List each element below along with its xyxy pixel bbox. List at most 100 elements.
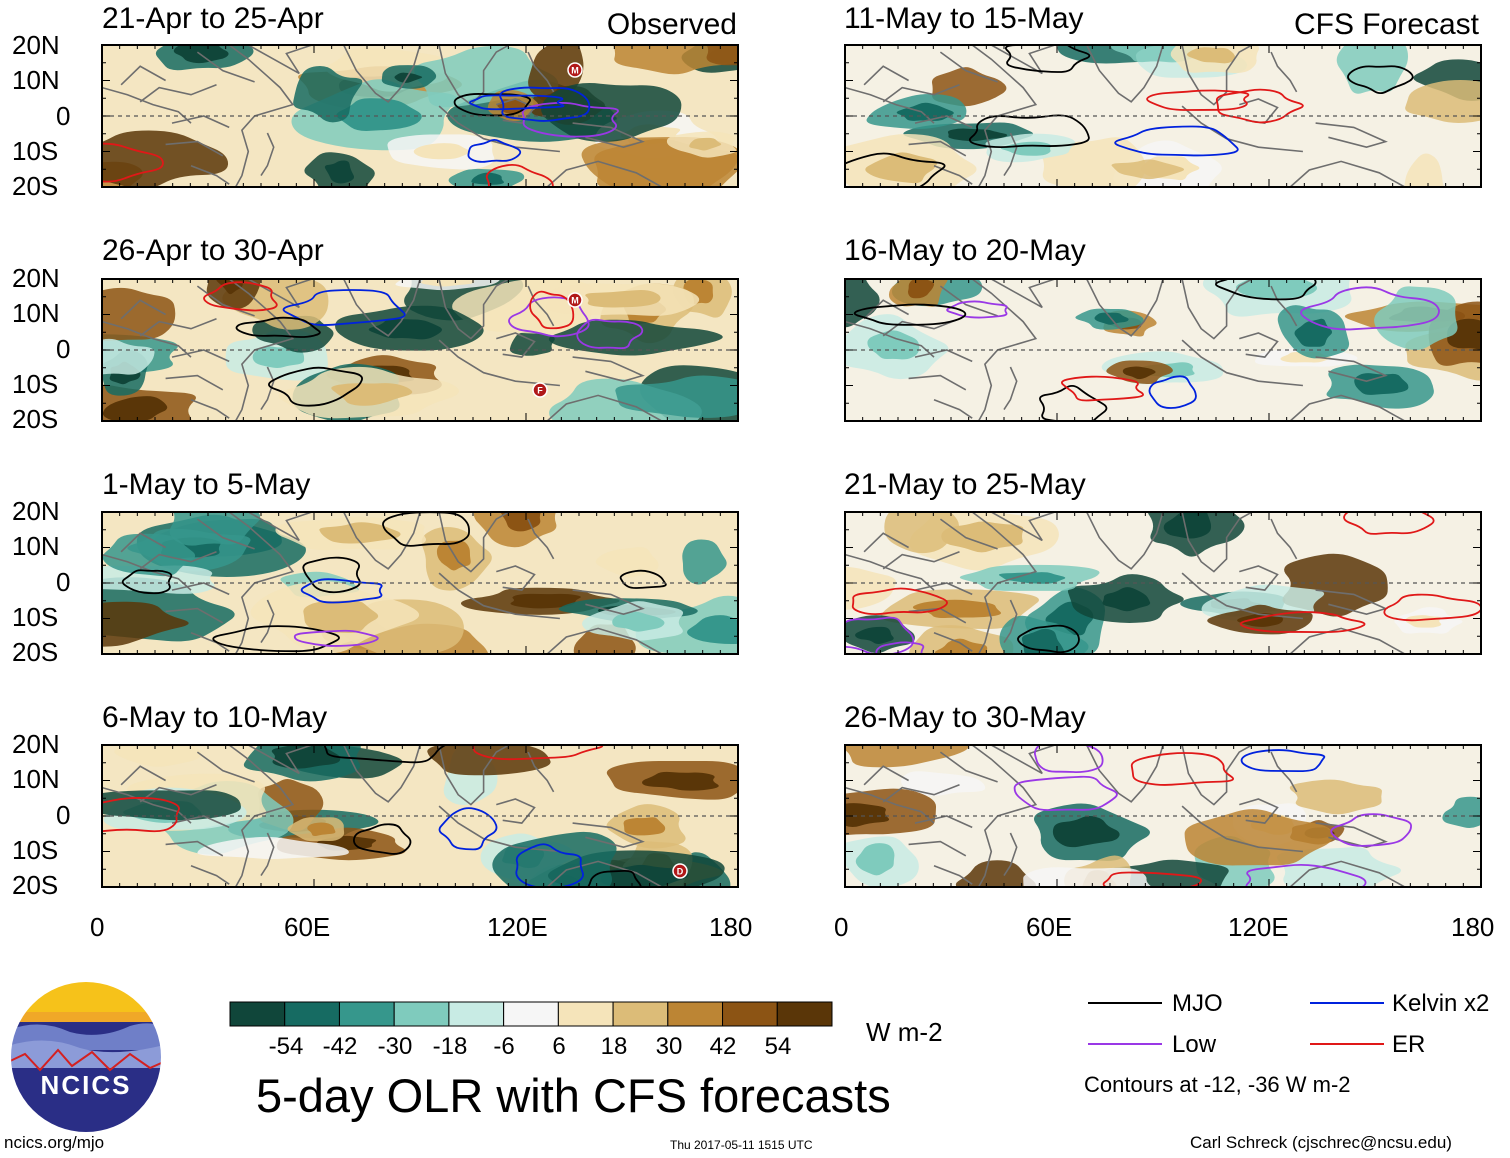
olr-shading-core [102,396,168,421]
wave-contour [875,641,925,654]
storm-marker-label: M [571,66,579,76]
coastline [247,745,313,775]
footer-link[interactable]: ncics.org/mjo [4,1133,105,1152]
map-panel [844,278,1482,422]
wave-contour [121,569,173,595]
olr-shading [1405,80,1481,124]
olr-shading-core [585,290,661,308]
coastline [228,745,295,887]
panel-title-2: 26-Apr to 30-Apr [102,234,324,267]
forecast-header: CFS Forecast [1293,8,1479,41]
coastline [1289,860,1406,887]
coastline [1239,798,1279,824]
wave-contour [1383,593,1481,622]
wave-contour [203,281,278,312]
wave-contour [472,745,604,761]
lon-label-120e: 120E [487,912,548,942]
coastline [438,572,560,620]
colorbar-tick: -54 [268,1033,304,1060]
olr-shading-core [1021,628,1065,654]
colorbar-tick: -18 [432,1033,468,1060]
coastline [438,745,510,806]
coastline [139,84,217,103]
olr-shading-core [324,160,355,184]
wave-contour [521,101,619,138]
olr-shading [682,539,727,585]
lat-label-10s: 10S [12,136,59,166]
olr-shading-core [947,128,1008,142]
olr-shading [293,65,363,123]
wave-contour [1013,775,1118,811]
coastline [196,751,255,783]
coastline [1085,279,1164,337]
colorbar-tick: 42 [709,1033,737,1060]
olr-shading [102,601,189,647]
olr-shading [1277,847,1401,887]
lat-label-20n: 20N [12,30,60,60]
wave-contour [102,142,164,183]
coastline [196,285,255,317]
coastline [939,51,998,83]
coastline [171,115,230,129]
lon-label-180: 180 [709,912,753,942]
coastline [1289,160,1406,187]
coastline [228,45,295,187]
olr-shading [901,771,986,796]
coastline [165,140,224,157]
olr-shading [102,338,155,375]
coastline [1003,132,1018,177]
colorbar-swatch [448,1001,505,1027]
wave-contour [853,303,967,326]
colorbar-swatch [557,1001,614,1027]
coastline [260,599,275,644]
olr-shading [1404,153,1444,187]
wave-contour [300,578,383,604]
olr-shading [845,279,880,328]
wave-contour [1343,512,1435,535]
legend-label-kelvin: Kelvin x2 [1392,990,1490,1017]
coastline [190,164,230,185]
coastline [342,279,421,337]
colorbar-swatch [776,1001,833,1027]
coastline [438,279,510,340]
colorbar-tick: 30 [655,1033,683,1060]
storm-marker-label: F [537,386,543,396]
wave-contour [499,86,591,122]
coastline [882,551,960,570]
olr-shading-core [413,143,471,160]
coastline [1270,518,1298,560]
coastline [120,532,166,553]
coastline [990,745,1056,775]
coastline [171,349,230,363]
coastline [914,815,973,829]
olr-shading-core [319,522,401,544]
coastline [1003,366,1018,411]
panel-title-6: 16-May to 20-May [844,234,1086,267]
coastline [1289,627,1406,654]
coastline [139,551,217,570]
olr-shading-core [510,593,581,609]
wave-contour [268,366,363,407]
colorbar-swatch [229,1001,286,1027]
coastline [1003,832,1018,877]
coastline [882,84,960,103]
wave-contour [1300,286,1440,331]
olr-shading-core [331,383,413,406]
coastline [1270,51,1298,93]
wave-contour [619,569,667,589]
storm-marker: M [567,292,583,308]
colorbar-tick: 6 [552,1033,566,1060]
lat-label-0: 0 [56,567,71,597]
wave-contour [282,289,406,326]
coastline [546,394,663,421]
coastline [527,518,555,560]
coastline [190,864,230,885]
coastline [260,366,275,411]
map-panel [844,511,1482,655]
coastline [247,512,313,542]
olr-shading [1442,796,1481,829]
olr-shading [102,130,229,187]
olr-shading [102,287,176,341]
coastline [546,160,663,187]
